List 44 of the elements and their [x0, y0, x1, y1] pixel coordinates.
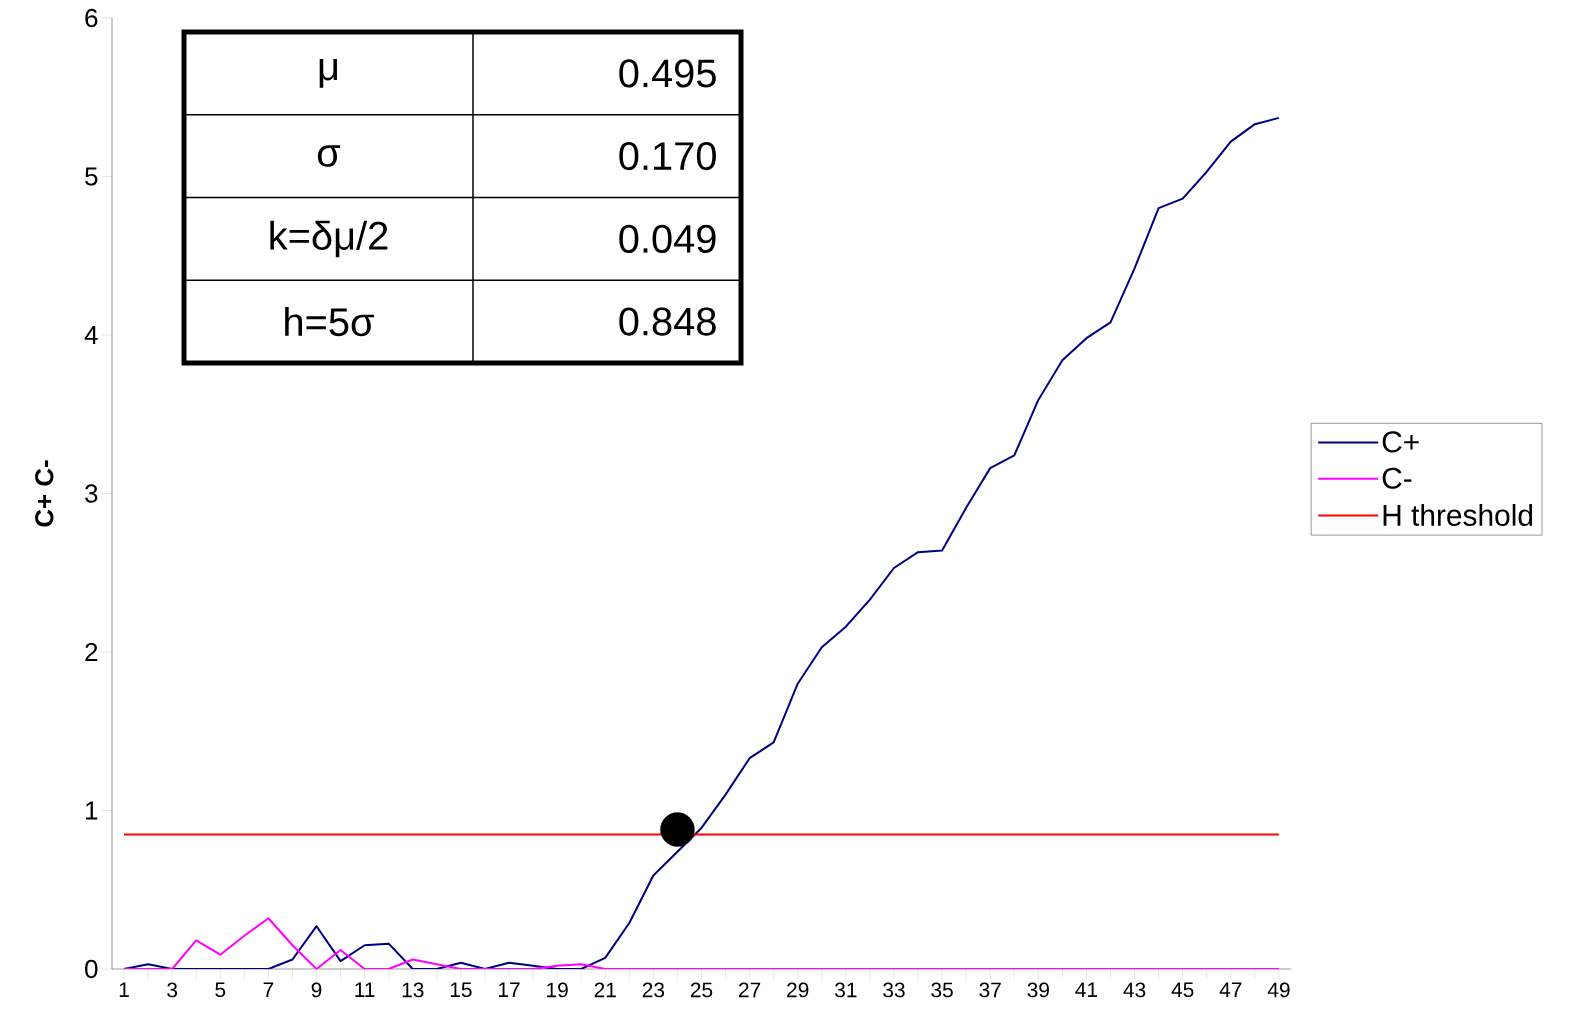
x-tick-label: 19: [547, 982, 568, 998]
legend-label: C+: [1382, 431, 1419, 453]
x-tick-label: 17: [498, 982, 520, 997]
x-tick-label: 41: [1075, 982, 1098, 997]
annotation: 0.495: [619, 59, 716, 88]
annotation: 0.848: [619, 307, 716, 336]
x-tick-label: 23: [642, 982, 665, 998]
x-tick-label: 27: [739, 982, 761, 998]
x-tick-label: 25: [690, 982, 713, 998]
x-tick-label: 47: [1219, 982, 1242, 997]
x-tick-label: 3: [167, 982, 178, 998]
annotation: 0.170: [619, 141, 716, 171]
x-tick-label: 43: [1123, 982, 1146, 998]
x-tick-label: 33: [883, 982, 905, 998]
x-tick-label: 15: [450, 982, 472, 998]
y-tick-label: 4: [84, 326, 98, 344]
legend-label: C-: [1382, 467, 1412, 489]
y-tick-label: 0: [85, 959, 98, 979]
x-tick-label: 13: [402, 982, 424, 998]
y-axis-title: C+ C-: [35, 460, 54, 527]
x-tick-label: 45: [1171, 982, 1194, 998]
y-tick-label: 2: [85, 642, 98, 662]
y-tick-label: 5: [85, 167, 98, 186]
legend-label: H threshold: [1383, 504, 1533, 526]
annotation: h=5σ: [285, 306, 374, 337]
annotation: k=δμ/2: [270, 220, 388, 258]
x-tick-label: 37: [979, 982, 1001, 998]
x-tick-label: 5: [215, 982, 226, 998]
x-tick-label: 9: [311, 982, 322, 998]
x-tick-label: 49: [1267, 982, 1290, 998]
annotation: σ: [317, 145, 341, 167]
x-tick-label: 29: [787, 982, 809, 998]
x-tick-label: 31: [835, 982, 857, 998]
x-tick-label: 39: [1027, 982, 1049, 998]
y-tick-label: 1: [86, 801, 98, 820]
x-tick-label: 1: [119, 982, 129, 997]
x-tick-label: 7: [263, 982, 274, 997]
y-tick-label: 3: [85, 484, 98, 503]
x-tick-label: 21: [594, 982, 616, 998]
x-tick-label: 35: [931, 982, 953, 998]
annotation: 0.049: [619, 224, 716, 253]
annotation: μ: [319, 59, 338, 88]
x-tick-label: 11: [355, 982, 375, 997]
y-tick-label: 6: [85, 8, 98, 28]
